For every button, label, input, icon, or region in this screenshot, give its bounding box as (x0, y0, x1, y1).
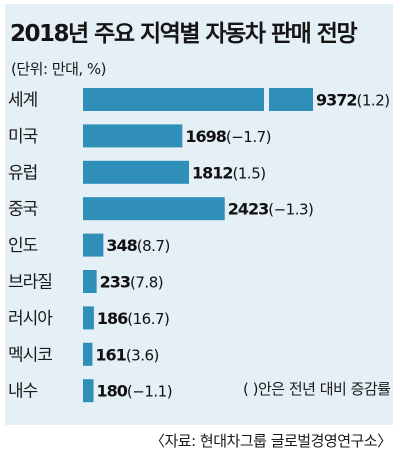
category-label: 유럽 (8, 163, 37, 183)
bar (83, 306, 94, 330)
source-label: 〈자료: 현대차그룹 글로벌경영연구소〉 (150, 432, 392, 450)
bar (83, 379, 94, 403)
data-label: 1812(1.5) (192, 163, 266, 182)
category-label: 중국 (8, 200, 38, 220)
category-label: 세계 (8, 91, 37, 111)
data-label: 180(−1.1) (97, 382, 173, 401)
bar (83, 160, 190, 184)
data-label: 233(7.8) (100, 273, 163, 292)
bar-segment (269, 88, 313, 111)
bar (83, 342, 93, 366)
bar (83, 197, 225, 221)
category-label: 미국 (8, 127, 38, 147)
bar (83, 88, 264, 111)
category-label: 러시아 (8, 309, 53, 329)
bar (83, 233, 104, 257)
data-label: 2423(−1.3) (228, 200, 314, 219)
category-label: 브라질 (8, 273, 52, 293)
data-label: 186(16.7) (97, 309, 170, 328)
category-label: 멕시코 (8, 345, 52, 365)
category-label: 내수 (8, 382, 38, 402)
category-label: 인도 (8, 236, 38, 256)
data-label: 1698(−1.7) (185, 127, 271, 146)
bar (83, 124, 183, 148)
bar (83, 270, 97, 293)
chart-note: ( )안은 전년 대비 증감률 (243, 380, 391, 398)
data-label: 348(8.7) (106, 236, 169, 255)
unit-label: (단위: 만대, %) (11, 60, 107, 78)
data-label: 9372(1.2) (316, 91, 390, 110)
chart-title: 2018년 주요 지역별 자동차 판매 전망 (10, 21, 358, 47)
data-label: 161(3.6) (95, 345, 158, 364)
